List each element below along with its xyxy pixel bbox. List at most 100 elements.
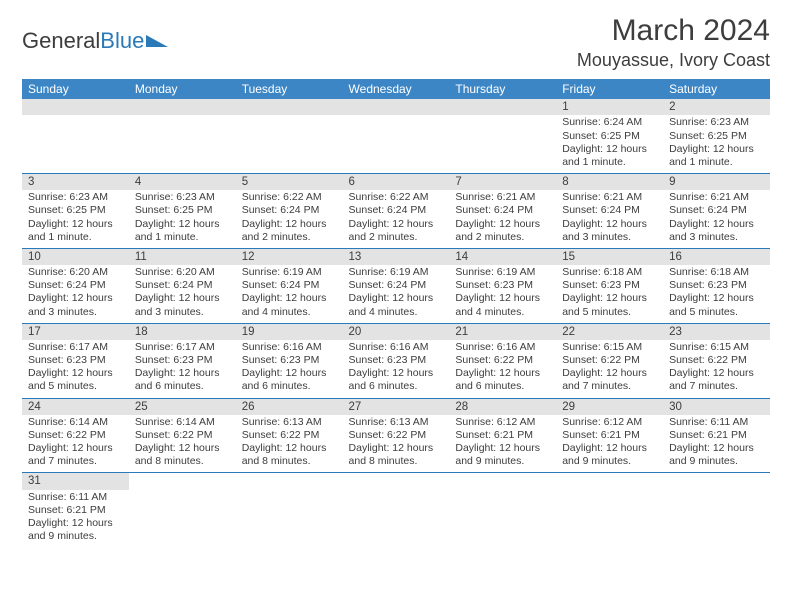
sunrise-text: Sunrise: 6:13 AM — [242, 416, 337, 429]
col-saturday: Saturday — [663, 79, 770, 99]
calendar-cell: 31Sunrise: 6:11 AMSunset: 6:21 PMDayligh… — [22, 473, 129, 547]
calendar-cell: 12Sunrise: 6:19 AMSunset: 6:24 PMDayligh… — [236, 248, 343, 323]
calendar-row: 10Sunrise: 6:20 AMSunset: 6:24 PMDayligh… — [22, 248, 770, 323]
sunset-text: Sunset: 6:25 PM — [135, 204, 230, 217]
sunrise-text: Sunrise: 6:18 AM — [669, 266, 764, 279]
header: GeneralBlue March 2024 Mouyassue, Ivory … — [22, 14, 770, 71]
calendar-cell: 30Sunrise: 6:11 AMSunset: 6:21 PMDayligh… — [663, 398, 770, 473]
day-body: Sunrise: 6:13 AMSunset: 6:22 PMDaylight:… — [236, 415, 343, 473]
sunset-text: Sunset: 6:25 PM — [28, 204, 123, 217]
calendar-cell — [449, 99, 556, 173]
day-body: Sunrise: 6:19 AMSunset: 6:24 PMDaylight:… — [236, 265, 343, 323]
sunset-text: Sunset: 6:23 PM — [455, 279, 550, 292]
calendar-cell — [236, 473, 343, 547]
day-body: Sunrise: 6:17 AMSunset: 6:23 PMDaylight:… — [129, 340, 236, 398]
day-body: Sunrise: 6:16 AMSunset: 6:23 PMDaylight:… — [236, 340, 343, 398]
sunset-text: Sunset: 6:24 PM — [242, 204, 337, 217]
calendar-cell: 17Sunrise: 6:17 AMSunset: 6:23 PMDayligh… — [22, 323, 129, 398]
sunset-text: Sunset: 6:22 PM — [242, 429, 337, 442]
page-title: March 2024 — [577, 14, 770, 48]
daylight-text: Daylight: 12 hours and 8 minutes. — [242, 442, 337, 468]
calendar-cell: 18Sunrise: 6:17 AMSunset: 6:23 PMDayligh… — [129, 323, 236, 398]
calendar-cell — [129, 473, 236, 547]
day-number: 3 — [22, 174, 129, 190]
sunrise-text: Sunrise: 6:15 AM — [669, 341, 764, 354]
calendar-cell: 14Sunrise: 6:19 AMSunset: 6:23 PMDayligh… — [449, 248, 556, 323]
calendar-cell — [343, 99, 450, 173]
calendar-cell: 26Sunrise: 6:13 AMSunset: 6:22 PMDayligh… — [236, 398, 343, 473]
day-body: Sunrise: 6:20 AMSunset: 6:24 PMDaylight:… — [22, 265, 129, 323]
day-body: Sunrise: 6:24 AMSunset: 6:25 PMDaylight:… — [556, 115, 663, 173]
sunset-text: Sunset: 6:21 PM — [562, 429, 657, 442]
day-body: Sunrise: 6:21 AMSunset: 6:24 PMDaylight:… — [663, 190, 770, 248]
daylight-text: Daylight: 12 hours and 7 minutes. — [562, 367, 657, 393]
sunrise-text: Sunrise: 6:14 AM — [135, 416, 230, 429]
day-body: Sunrise: 6:18 AMSunset: 6:23 PMDaylight:… — [663, 265, 770, 323]
day-number: 4 — [129, 174, 236, 190]
sunset-text: Sunset: 6:23 PM — [135, 354, 230, 367]
daylight-text: Daylight: 12 hours and 6 minutes. — [135, 367, 230, 393]
sunset-text: Sunset: 6:21 PM — [28, 504, 123, 517]
day-number: 25 — [129, 399, 236, 415]
day-body: Sunrise: 6:15 AMSunset: 6:22 PMDaylight:… — [663, 340, 770, 398]
day-body: Sunrise: 6:22 AMSunset: 6:24 PMDaylight:… — [343, 190, 450, 248]
sunset-text: Sunset: 6:22 PM — [28, 429, 123, 442]
day-body: Sunrise: 6:22 AMSunset: 6:24 PMDaylight:… — [236, 190, 343, 248]
calendar-cell: 13Sunrise: 6:19 AMSunset: 6:24 PMDayligh… — [343, 248, 450, 323]
calendar-cell: 4Sunrise: 6:23 AMSunset: 6:25 PMDaylight… — [129, 173, 236, 248]
day-body: Sunrise: 6:14 AMSunset: 6:22 PMDaylight:… — [22, 415, 129, 473]
daylight-text: Daylight: 12 hours and 7 minutes. — [28, 442, 123, 468]
sunrise-text: Sunrise: 6:24 AM — [562, 116, 657, 129]
daylight-text: Daylight: 12 hours and 6 minutes. — [455, 367, 550, 393]
day-body: Sunrise: 6:17 AMSunset: 6:23 PMDaylight:… — [22, 340, 129, 398]
day-number: 24 — [22, 399, 129, 415]
day-number-empty — [449, 99, 556, 115]
day-number: 21 — [449, 324, 556, 340]
logo: GeneralBlue — [22, 28, 168, 54]
sunset-text: Sunset: 6:22 PM — [455, 354, 550, 367]
day-body: Sunrise: 6:23 AMSunset: 6:25 PMDaylight:… — [129, 190, 236, 248]
day-number: 27 — [343, 399, 450, 415]
day-number: 22 — [556, 324, 663, 340]
daylight-text: Daylight: 12 hours and 1 minute. — [28, 218, 123, 244]
sunset-text: Sunset: 6:22 PM — [349, 429, 444, 442]
day-body: Sunrise: 6:23 AMSunset: 6:25 PMDaylight:… — [22, 190, 129, 248]
col-thursday: Thursday — [449, 79, 556, 99]
sunrise-text: Sunrise: 6:20 AM — [28, 266, 123, 279]
sunset-text: Sunset: 6:24 PM — [28, 279, 123, 292]
sunset-text: Sunset: 6:23 PM — [562, 279, 657, 292]
daylight-text: Daylight: 12 hours and 9 minutes. — [562, 442, 657, 468]
calendar-cell: 6Sunrise: 6:22 AMSunset: 6:24 PMDaylight… — [343, 173, 450, 248]
daylight-text: Daylight: 12 hours and 1 minute. — [562, 143, 657, 169]
calendar-cell — [343, 473, 450, 547]
day-body: Sunrise: 6:19 AMSunset: 6:24 PMDaylight:… — [343, 265, 450, 323]
sunrise-text: Sunrise: 6:13 AM — [349, 416, 444, 429]
calendar-cell: 27Sunrise: 6:13 AMSunset: 6:22 PMDayligh… — [343, 398, 450, 473]
day-number: 30 — [663, 399, 770, 415]
sunrise-text: Sunrise: 6:11 AM — [669, 416, 764, 429]
sunset-text: Sunset: 6:22 PM — [135, 429, 230, 442]
calendar-cell: 11Sunrise: 6:20 AMSunset: 6:24 PMDayligh… — [129, 248, 236, 323]
day-body: Sunrise: 6:13 AMSunset: 6:22 PMDaylight:… — [343, 415, 450, 473]
calendar-cell: 16Sunrise: 6:18 AMSunset: 6:23 PMDayligh… — [663, 248, 770, 323]
sunrise-text: Sunrise: 6:21 AM — [669, 191, 764, 204]
day-number: 31 — [22, 473, 129, 489]
col-tuesday: Tuesday — [236, 79, 343, 99]
day-body: Sunrise: 6:12 AMSunset: 6:21 PMDaylight:… — [449, 415, 556, 473]
calendar-cell — [129, 99, 236, 173]
sunset-text: Sunset: 6:25 PM — [562, 130, 657, 143]
calendar-cell: 2Sunrise: 6:23 AMSunset: 6:25 PMDaylight… — [663, 99, 770, 173]
sunrise-text: Sunrise: 6:16 AM — [242, 341, 337, 354]
day-number: 17 — [22, 324, 129, 340]
sunrise-text: Sunrise: 6:22 AM — [349, 191, 444, 204]
day-number: 10 — [22, 249, 129, 265]
col-sunday: Sunday — [22, 79, 129, 99]
logo-text1: General — [22, 28, 100, 54]
calendar-cell: 23Sunrise: 6:15 AMSunset: 6:22 PMDayligh… — [663, 323, 770, 398]
daylight-text: Daylight: 12 hours and 5 minutes. — [562, 292, 657, 318]
daylight-text: Daylight: 12 hours and 8 minutes. — [349, 442, 444, 468]
sunrise-text: Sunrise: 6:19 AM — [455, 266, 550, 279]
calendar-cell: 1Sunrise: 6:24 AMSunset: 6:25 PMDaylight… — [556, 99, 663, 173]
calendar-cell — [22, 99, 129, 173]
day-number: 14 — [449, 249, 556, 265]
